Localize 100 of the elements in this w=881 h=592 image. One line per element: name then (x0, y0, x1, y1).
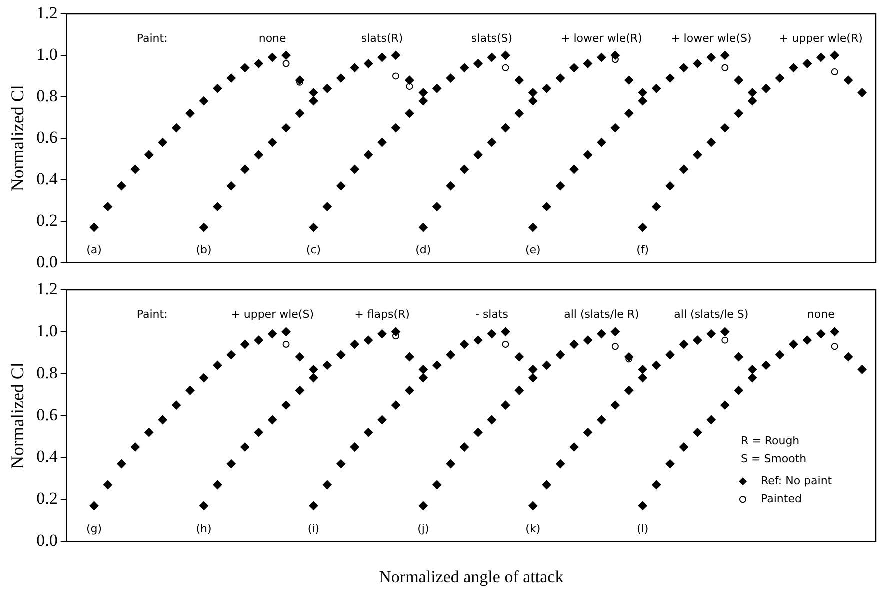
point (528, 374, 538, 383)
point (295, 386, 304, 396)
point (762, 84, 771, 94)
y-tick-label: 0.2 (36, 489, 58, 508)
point (652, 480, 662, 490)
point (213, 360, 222, 370)
point (583, 150, 592, 160)
point (474, 59, 483, 68)
point (309, 501, 318, 510)
annotation: (b) (196, 244, 212, 257)
point (776, 74, 784, 83)
annotation: R = Rough (741, 434, 800, 448)
y-tick-label: 0.8 (36, 86, 58, 106)
point (90, 223, 99, 232)
point (460, 63, 470, 72)
point (282, 341, 290, 348)
point (528, 96, 538, 106)
point (816, 53, 826, 62)
annotation: + flaps(R) (354, 308, 410, 321)
point (597, 415, 606, 424)
point (268, 415, 278, 424)
point (734, 386, 744, 396)
point (240, 442, 250, 452)
point (309, 88, 318, 98)
point (90, 501, 99, 510)
point (720, 400, 730, 410)
point (172, 400, 182, 410)
point (570, 165, 579, 174)
point (487, 138, 496, 148)
y-axis-title: Normalized Cl (8, 85, 28, 192)
annotation: (j) (418, 522, 430, 536)
point (570, 442, 579, 452)
point (830, 327, 840, 336)
point (556, 74, 566, 83)
point (583, 59, 592, 68)
point (391, 124, 400, 133)
point (583, 336, 592, 345)
point (158, 415, 168, 424)
point (240, 340, 250, 350)
point (680, 165, 688, 174)
point (666, 350, 675, 360)
point (706, 415, 716, 424)
point (542, 360, 552, 370)
point (199, 501, 208, 510)
point (638, 88, 648, 98)
point (226, 182, 236, 191)
point (309, 365, 318, 374)
point (748, 96, 758, 106)
point (802, 59, 812, 68)
point (309, 96, 318, 106)
annotation: (d) (416, 244, 432, 257)
annotation: none (807, 308, 836, 321)
point (722, 336, 729, 344)
y-tick-label: 0.0 (36, 531, 58, 550)
annotation: (a) (86, 244, 102, 257)
point (117, 460, 126, 469)
point (720, 50, 730, 60)
point (680, 442, 688, 452)
annotation: Paint: (136, 308, 168, 321)
point (514, 386, 524, 396)
point (542, 202, 552, 212)
point (612, 56, 619, 64)
y-tick-label: 1.0 (36, 321, 58, 340)
y-tick-label: 0.6 (36, 128, 58, 147)
point (858, 365, 867, 374)
point (364, 336, 374, 345)
point (666, 182, 675, 191)
annotation: all (slats/le R) (564, 308, 640, 321)
point (322, 360, 332, 370)
point (624, 386, 634, 396)
point (610, 400, 620, 410)
point (638, 374, 648, 383)
annotation: + upper wle(R) (779, 32, 863, 45)
point (652, 360, 662, 370)
point (556, 182, 566, 191)
annotation: + upper wle(S) (231, 308, 314, 321)
point (528, 365, 538, 374)
point (597, 330, 606, 339)
point (309, 374, 318, 383)
point (501, 50, 510, 60)
point (378, 415, 387, 424)
point (528, 501, 538, 510)
point (831, 68, 838, 76)
point (789, 63, 798, 72)
point (734, 76, 744, 85)
point (213, 202, 222, 212)
point (350, 340, 360, 350)
point (392, 72, 400, 80)
point (418, 374, 428, 383)
point (158, 138, 168, 148)
point (392, 332, 400, 340)
point (282, 50, 291, 60)
point (610, 327, 620, 336)
point (528, 88, 538, 98)
point (501, 400, 510, 410)
point (282, 327, 291, 336)
point (460, 442, 470, 452)
point (240, 63, 250, 72)
point (268, 138, 278, 148)
point (789, 340, 798, 350)
